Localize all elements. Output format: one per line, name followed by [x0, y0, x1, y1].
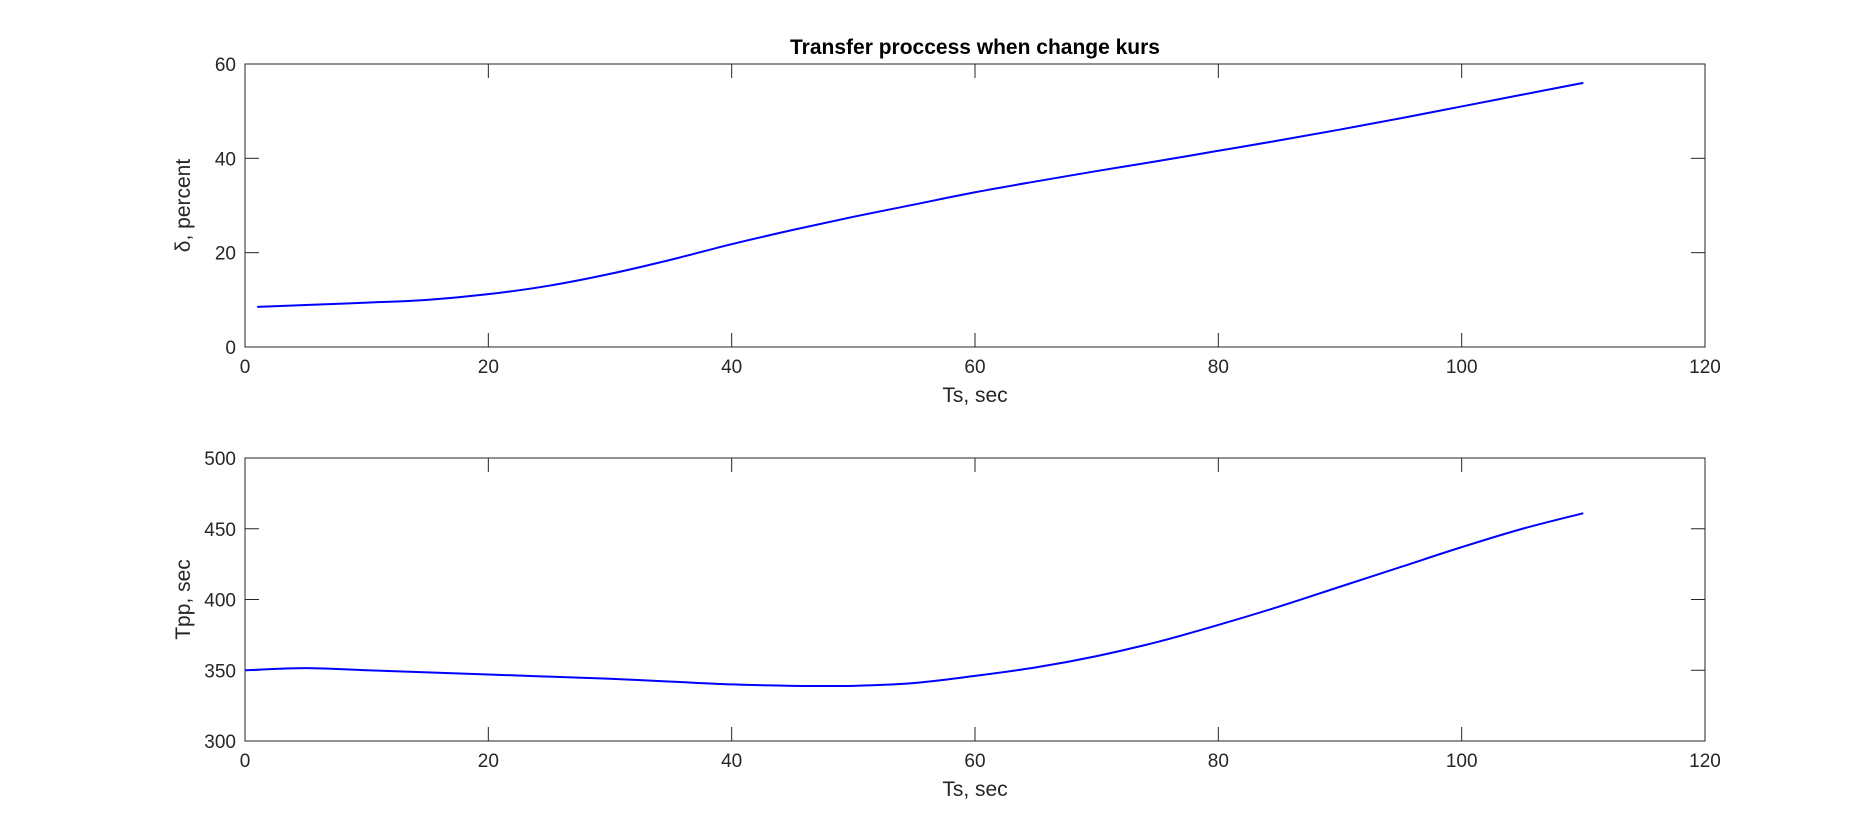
bottom-y-axis-label: Tpp, sec	[172, 559, 195, 640]
bottom-x-tick-label: 80	[1208, 751, 1229, 772]
top-x-tick-label: 20	[478, 357, 499, 378]
bottom-x-tick-label: 120	[1689, 751, 1721, 772]
bottom-x-tick-label: 100	[1446, 751, 1478, 772]
top-y-axis-label: δ, percent	[172, 159, 195, 253]
top-plot-area	[244, 63, 1706, 348]
bottom-y-tick-label: 400	[204, 591, 236, 612]
top-y-tick-label: 20	[215, 244, 236, 265]
top-series-line	[257, 81, 1584, 308]
bottom-x-axis-label: Ts, sec	[942, 778, 1007, 801]
bottom-x-tick-label: 40	[721, 751, 742, 772]
top-x-tick-label: 120	[1689, 357, 1721, 378]
bottom-x-tick-label: 60	[964, 751, 985, 772]
top-y-tick-label: 40	[215, 149, 236, 170]
top-x-tick-label: 0	[240, 357, 251, 378]
bottom-y-tick-label: 350	[204, 661, 236, 682]
bottom-y-tick-label: 450	[204, 520, 236, 541]
top-x-tick-label: 60	[964, 357, 985, 378]
chart-title: Transfer proccess when change kurs	[790, 36, 1160, 59]
bottom-y-tick-label: 500	[204, 449, 236, 470]
bottom-y-tick-label: 300	[204, 732, 236, 753]
bottom-axes: 0 20 40 60 80 100 120 300 350 400 450 500 Ts, sec Tpp…	[172, 449, 1721, 801]
bottom-plot-area	[244, 457, 1706, 742]
bottom-series-line	[244, 512, 1584, 688]
top-y-tick-label: 60	[215, 55, 236, 76]
top-y-tick-label: 0	[225, 338, 236, 359]
bottom-x-tick-label: 20	[478, 751, 499, 772]
bottom-x-tick-label: 0	[240, 751, 251, 772]
top-x-tick-label: 80	[1208, 357, 1229, 378]
top-axes: 0 20 40 60 80 100 120 0 20 40 60 Transfer proccess …	[172, 36, 1721, 407]
top-x-axis-label: Ts, sec	[942, 384, 1007, 407]
top-x-tick-label: 100	[1446, 357, 1478, 378]
top-x-tick-label: 40	[721, 357, 742, 378]
